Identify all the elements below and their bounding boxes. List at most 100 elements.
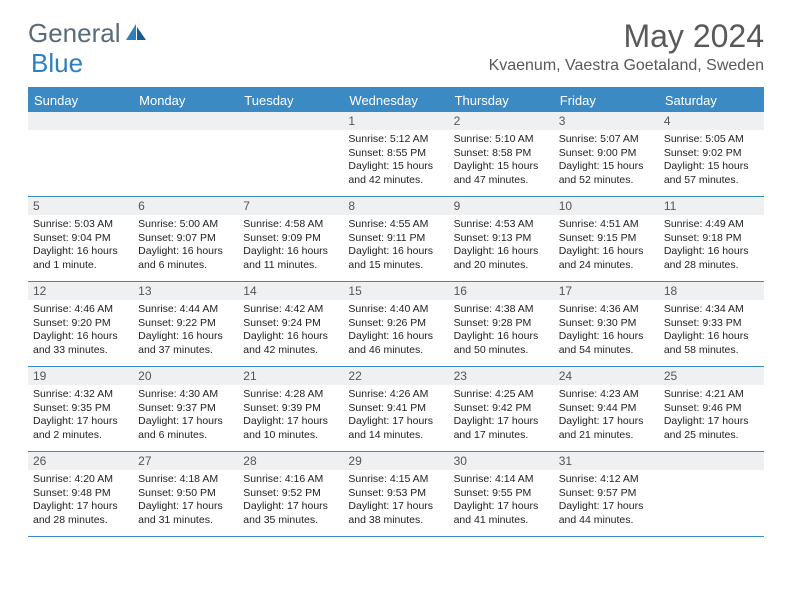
brand-part2: Blue [31,48,83,79]
day-info-line: Sunset: 9:22 PM [138,317,233,331]
day-info-line: Sunrise: 4:14 AM [454,473,549,487]
week-row: 26Sunrise: 4:20 AMSunset: 9:48 PMDayligh… [28,452,764,537]
day-number: 31 [554,452,659,470]
day-number: 17 [554,282,659,300]
page-header: General May 2024 Kvaenum, Vaestra Goetal… [0,0,792,79]
day-info-line: Daylight: 17 hours [243,500,338,514]
day-info-line: Sunrise: 4:21 AM [664,388,759,402]
day-info-line: Sunset: 9:26 PM [348,317,443,331]
day-cell: 15Sunrise: 4:40 AMSunset: 9:26 PMDayligh… [343,282,448,366]
day-cell: 18Sunrise: 4:34 AMSunset: 9:33 PMDayligh… [659,282,764,366]
day-cell: 2Sunrise: 5:10 AMSunset: 8:58 PMDaylight… [449,112,554,196]
day-info-line: Daylight: 16 hours [559,245,654,259]
day-info-line: and 42 minutes. [348,174,443,188]
day-info-line: Daylight: 17 hours [138,500,233,514]
day-info-line: Sunrise: 5:07 AM [559,133,654,147]
day-info-line: Sunset: 9:11 PM [348,232,443,246]
day-info-line: Sunset: 9:24 PM [243,317,338,331]
day-info-line: and 44 minutes. [559,514,654,528]
day-info-line: and 20 minutes. [454,259,549,273]
brand-part1: General [28,18,121,49]
day-info-line: Daylight: 17 hours [33,415,128,429]
day-info-line: and 28 minutes. [664,259,759,273]
day-info-line: and 52 minutes. [559,174,654,188]
day-info-line: Sunrise: 4:12 AM [559,473,654,487]
day-info-line: and 54 minutes. [559,344,654,358]
day-cell: 30Sunrise: 4:14 AMSunset: 9:55 PMDayligh… [449,452,554,536]
day-number: 11 [659,197,764,215]
day-cell: 6Sunrise: 5:00 AMSunset: 9:07 PMDaylight… [133,197,238,281]
day-info-line: Daylight: 15 hours [454,160,549,174]
day-info-line: Daylight: 15 hours [559,160,654,174]
day-info-line: Daylight: 16 hours [33,330,128,344]
week-row: 19Sunrise: 4:32 AMSunset: 9:35 PMDayligh… [28,367,764,452]
day-info-line: Daylight: 16 hours [33,245,128,259]
day-info-line: and 17 minutes. [454,429,549,443]
weekday-header: Tuesday [238,89,343,112]
day-info-line: and 58 minutes. [664,344,759,358]
day-info-line: Sunset: 9:20 PM [33,317,128,331]
day-info-line: Sunrise: 5:10 AM [454,133,549,147]
day-number: 30 [449,452,554,470]
day-info-line: Sunset: 9:35 PM [33,402,128,416]
sail-icon [123,18,150,49]
day-cell: 1Sunrise: 5:12 AMSunset: 8:55 PMDaylight… [343,112,448,196]
day-info-line: and 57 minutes. [664,174,759,188]
day-number: 29 [343,452,448,470]
day-info-line: Sunrise: 4:58 AM [243,218,338,232]
weekday-header: Wednesday [343,89,448,112]
day-info-line: Sunset: 9:52 PM [243,487,338,501]
day-number [133,112,238,130]
day-info-line: and 15 minutes. [348,259,443,273]
day-cell: 16Sunrise: 4:38 AMSunset: 9:28 PMDayligh… [449,282,554,366]
day-info-line: Daylight: 16 hours [454,245,549,259]
day-info-line: Sunset: 9:55 PM [454,487,549,501]
day-cell: 10Sunrise: 4:51 AMSunset: 9:15 PMDayligh… [554,197,659,281]
day-info-line: Sunset: 9:13 PM [454,232,549,246]
day-info-line: Sunset: 9:44 PM [559,402,654,416]
day-info-line: Sunset: 9:15 PM [559,232,654,246]
day-info-line: and 31 minutes. [138,514,233,528]
day-info-line: and 47 minutes. [454,174,549,188]
day-info-line: and 21 minutes. [559,429,654,443]
day-cell: 3Sunrise: 5:07 AMSunset: 9:00 PMDaylight… [554,112,659,196]
day-info-line: Daylight: 17 hours [559,500,654,514]
day-info-line: Sunset: 9:41 PM [348,402,443,416]
day-info-line: Sunrise: 4:18 AM [138,473,233,487]
weeks-container: 1Sunrise: 5:12 AMSunset: 8:55 PMDaylight… [28,112,764,537]
day-cell: 5Sunrise: 5:03 AMSunset: 9:04 PMDaylight… [28,197,133,281]
day-info-line: Daylight: 16 hours [664,330,759,344]
day-info-line: Daylight: 16 hours [348,245,443,259]
week-row: 12Sunrise: 4:46 AMSunset: 9:20 PMDayligh… [28,282,764,367]
day-info-line: Sunset: 9:57 PM [559,487,654,501]
day-info-line: Sunrise: 4:44 AM [138,303,233,317]
day-info-line: Sunrise: 4:42 AM [243,303,338,317]
day-cell [659,452,764,536]
day-cell: 25Sunrise: 4:21 AMSunset: 9:46 PMDayligh… [659,367,764,451]
weekday-header: Monday [133,89,238,112]
day-info-line: Sunrise: 4:25 AM [454,388,549,402]
day-number: 19 [28,367,133,385]
day-number [659,452,764,470]
day-info-line: Sunset: 8:55 PM [348,147,443,161]
day-number: 22 [343,367,448,385]
day-info-line: and 42 minutes. [243,344,338,358]
day-info-line: and 50 minutes. [454,344,549,358]
day-info-line: Sunset: 9:53 PM [348,487,443,501]
day-info-line: Daylight: 17 hours [454,415,549,429]
day-cell: 13Sunrise: 4:44 AMSunset: 9:22 PMDayligh… [133,282,238,366]
day-info-line: and 10 minutes. [243,429,338,443]
day-info-line: Sunset: 9:04 PM [33,232,128,246]
day-number: 23 [449,367,554,385]
day-info-line: and 46 minutes. [348,344,443,358]
day-info-line: Daylight: 16 hours [559,330,654,344]
day-number: 4 [659,112,764,130]
day-info-line: and 33 minutes. [33,344,128,358]
day-number: 9 [449,197,554,215]
day-cell: 9Sunrise: 4:53 AMSunset: 9:13 PMDaylight… [449,197,554,281]
day-info-line: Sunrise: 4:16 AM [243,473,338,487]
day-info-line: and 14 minutes. [348,429,443,443]
day-number: 2 [449,112,554,130]
location-text: Kvaenum, Vaestra Goetaland, Sweden [489,57,764,75]
day-info-line: Sunset: 9:50 PM [138,487,233,501]
